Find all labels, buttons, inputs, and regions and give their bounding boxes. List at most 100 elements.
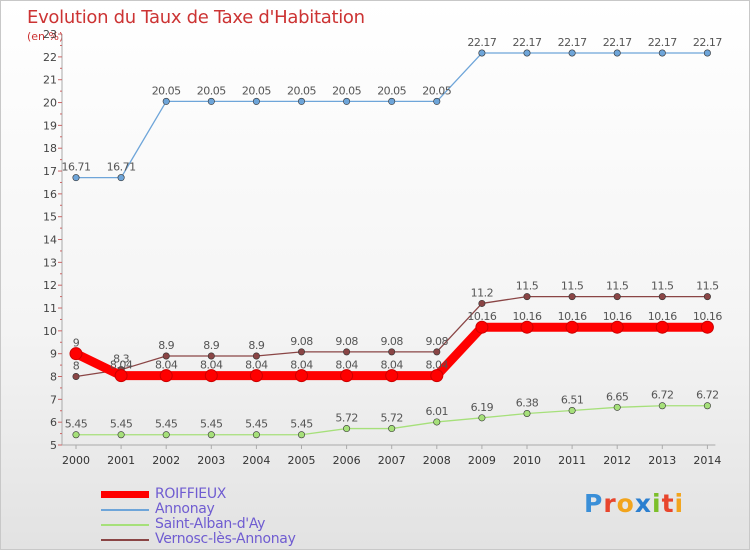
data-point — [295, 369, 308, 383]
y-tick-label: 10 — [43, 325, 57, 338]
y-tick-label: 23 — [43, 28, 57, 41]
y-tick-label: 5 — [50, 439, 57, 452]
data-point — [162, 431, 170, 439]
data-point — [207, 352, 215, 360]
x-tick-label: 2007 — [378, 454, 406, 467]
legend-label: ROIFFIEUX — [155, 486, 227, 502]
y-tick-label: 18 — [43, 142, 57, 155]
data-point — [658, 402, 666, 410]
data-label: 20.05 — [152, 84, 181, 97]
y-tick-label: 20 — [43, 97, 57, 110]
data-point — [478, 49, 486, 57]
y-tick-label: 8 — [50, 371, 57, 384]
data-point — [388, 425, 396, 433]
data-label: 8.04 — [155, 359, 178, 372]
data-label: 11.2 — [471, 286, 494, 299]
x-tick-label: 2004 — [242, 454, 270, 467]
y-tick-label: 7 — [50, 393, 57, 406]
data-point — [658, 49, 666, 57]
y-tick-label: 21 — [43, 74, 57, 87]
data-label: 11.5 — [606, 280, 629, 293]
x-tick-label: 2003 — [197, 454, 225, 467]
data-point — [568, 49, 576, 57]
data-label: 8.04 — [335, 359, 358, 372]
data-label: 8.9 — [203, 339, 219, 352]
data-label: 8.04 — [245, 359, 268, 372]
proxiti-logo: Proxiti — [584, 489, 685, 518]
data-point — [204, 369, 218, 383]
data-point — [610, 320, 624, 334]
y-tick-label: 9 — [50, 348, 57, 361]
data-label: 6.51 — [561, 394, 584, 407]
legend-swatch — [101, 509, 149, 511]
data-label: 10.16 — [648, 310, 677, 323]
data-label: 9.08 — [380, 335, 403, 348]
data-point — [297, 431, 305, 439]
data-label: 5.45 — [155, 418, 178, 431]
data-label: 6.38 — [516, 396, 539, 409]
series-line — [76, 52, 708, 179]
data-label: 9.08 — [290, 335, 313, 348]
data-point — [613, 403, 621, 411]
data-point — [340, 369, 354, 383]
data-point — [520, 320, 534, 334]
data-label: 20.05 — [287, 84, 316, 97]
data-label: 22.17 — [693, 36, 722, 49]
data-point — [433, 348, 441, 356]
data-label: 10.16 — [513, 310, 542, 323]
data-label: 20.05 — [197, 84, 226, 97]
data-point — [72, 373, 80, 381]
x-tick-label: 2014 — [693, 454, 721, 467]
data-point — [523, 293, 531, 301]
data-label: 5.72 — [380, 412, 403, 425]
x-tick-label: 2013 — [648, 454, 676, 467]
data-label: 8.04 — [426, 359, 449, 372]
data-label: 16.71 — [62, 161, 91, 174]
data-label: 8.04 — [380, 359, 403, 372]
data-point — [703, 293, 711, 301]
y-tick-label: 15 — [43, 211, 57, 224]
data-label: 8.04 — [200, 359, 223, 372]
data-label: 8.3 — [113, 353, 129, 366]
data-label: 9 — [73, 337, 80, 350]
data-label: 22.17 — [467, 36, 496, 49]
data-point — [478, 414, 486, 422]
data-point — [475, 320, 489, 334]
data-point — [613, 49, 621, 57]
data-point — [385, 369, 399, 383]
y-tick-label: 22 — [43, 51, 57, 64]
data-label: 6.65 — [606, 390, 629, 403]
data-label: 10.16 — [693, 310, 722, 323]
data-label: 6.72 — [696, 389, 719, 402]
data-point — [658, 293, 666, 301]
x-tick-label: 2002 — [152, 454, 180, 467]
legend-swatch — [101, 524, 149, 526]
data-label: 8.04 — [110, 359, 133, 372]
y-tick-label: 17 — [43, 165, 57, 178]
data-point — [159, 369, 173, 383]
data-label: 22.17 — [603, 36, 632, 49]
data-point — [700, 320, 714, 334]
y-tick-label: 16 — [43, 188, 57, 201]
data-label: 11.5 — [696, 280, 719, 293]
data-label: 10.16 — [603, 310, 632, 323]
data-point — [207, 97, 215, 105]
data-point — [252, 431, 260, 439]
data-point — [523, 49, 531, 57]
data-point — [297, 348, 305, 356]
data-point — [478, 299, 486, 307]
data-label: 8.04 — [290, 359, 313, 372]
data-point — [162, 352, 170, 360]
data-label: 9.08 — [426, 335, 449, 348]
data-point — [252, 97, 260, 105]
y-tick-label: 12 — [43, 279, 57, 292]
data-point — [249, 369, 263, 383]
x-tick-label: 2012 — [603, 454, 631, 467]
y-tick-label: 14 — [43, 234, 57, 247]
legend-label: Saint-Alban-d'Ay — [155, 516, 266, 532]
data-label: 5.45 — [110, 418, 133, 431]
data-point — [117, 431, 125, 439]
data-point — [343, 348, 351, 356]
data-point — [117, 174, 125, 182]
